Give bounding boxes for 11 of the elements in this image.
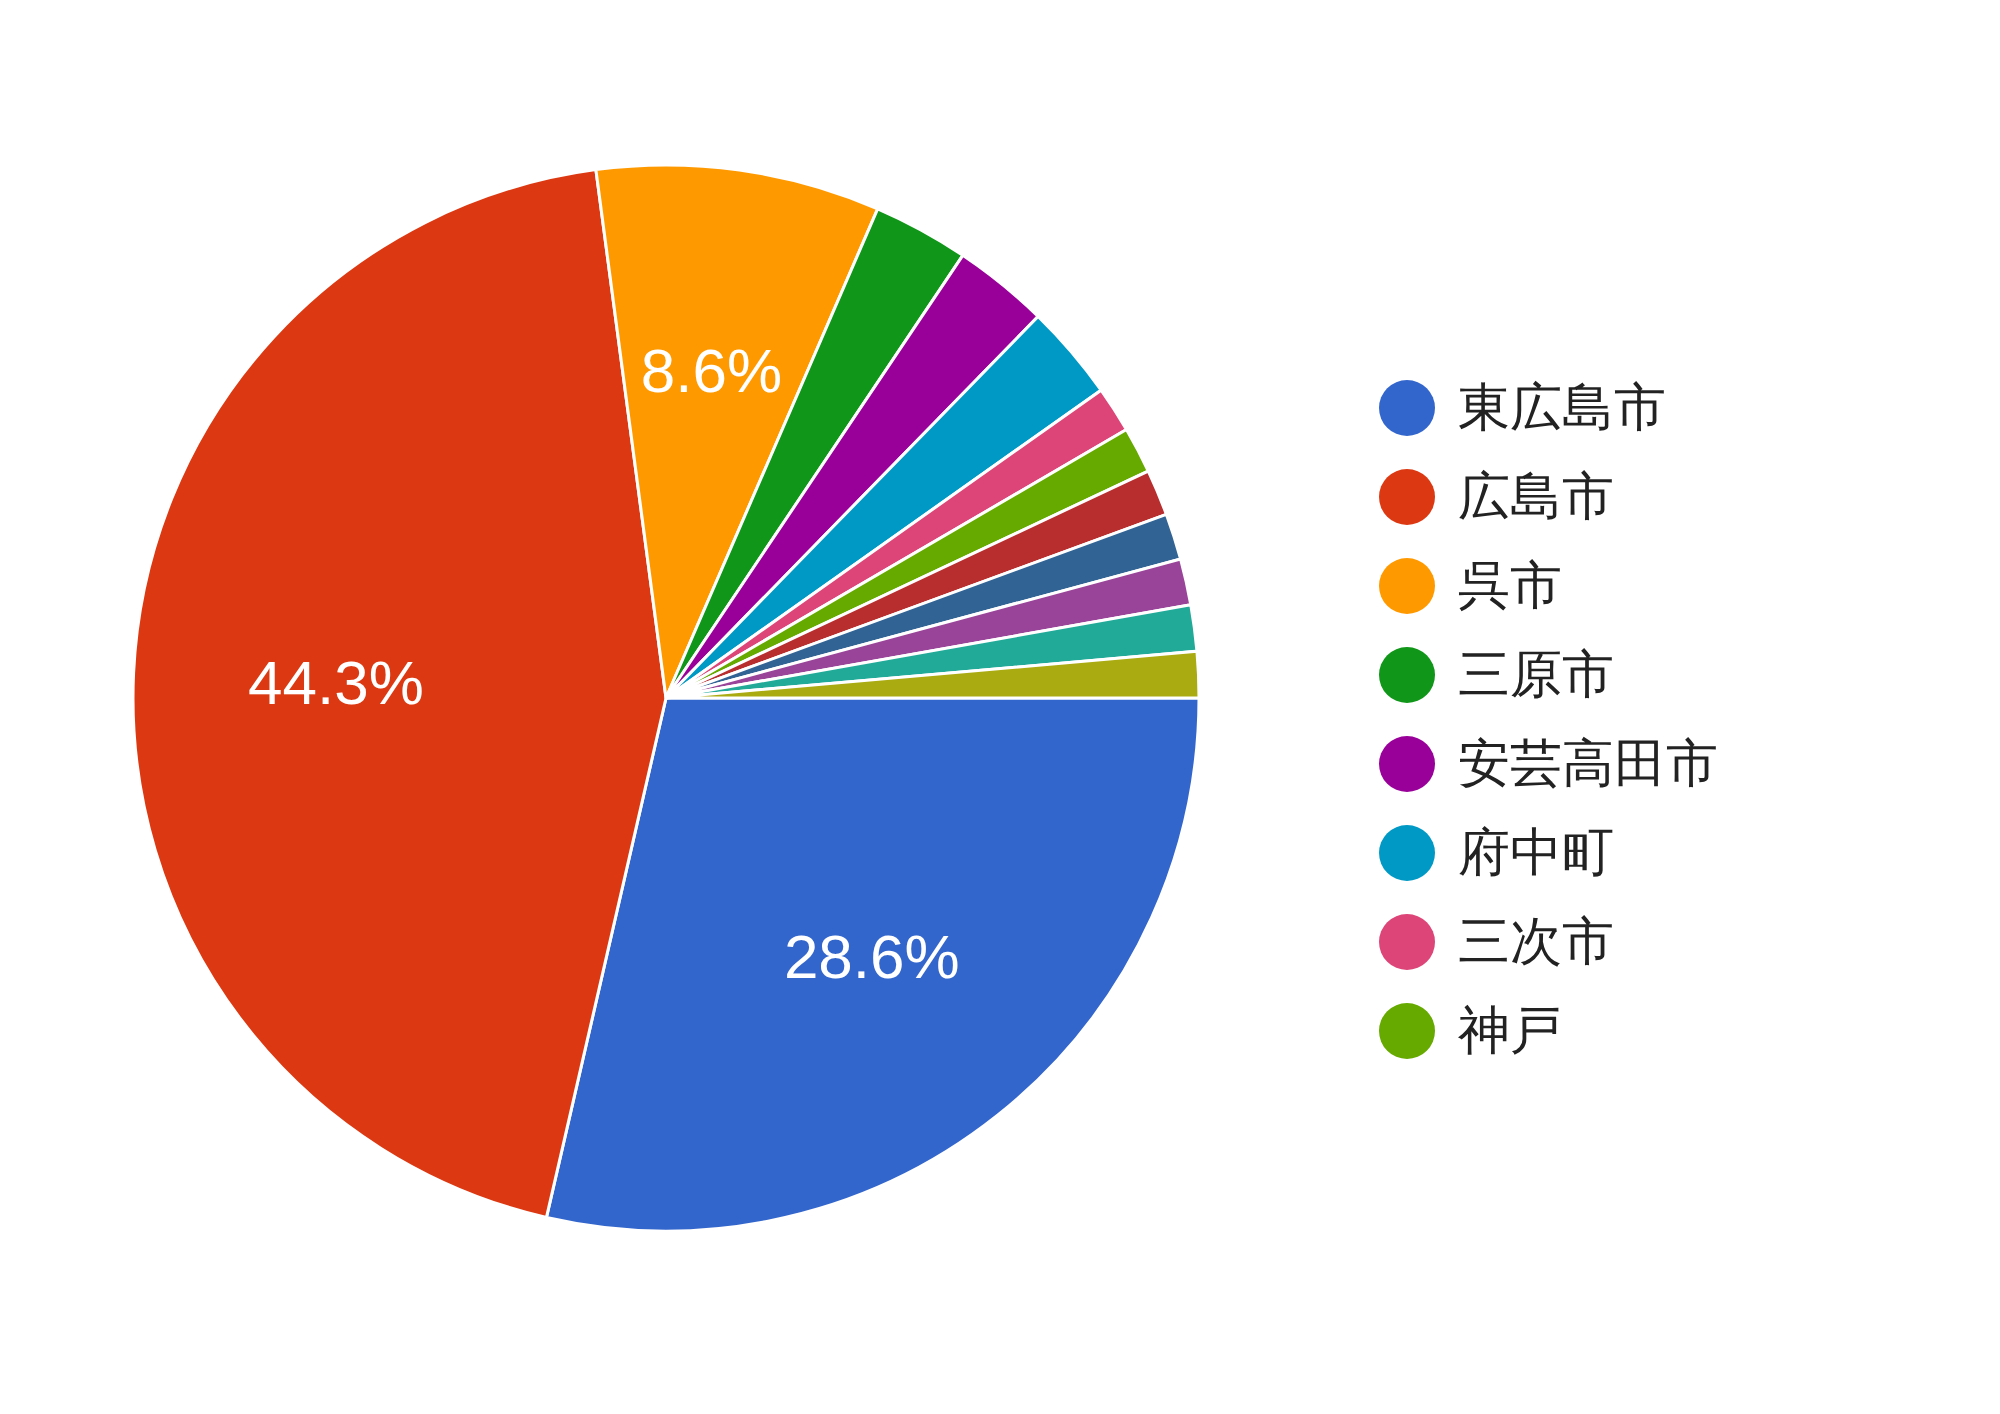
legend-label: 安芸高田市 [1458,732,1718,794]
data-label: 44.3% [248,647,424,717]
legend-label: 府中町 [1458,821,1614,883]
legend-label: 呉市 [1458,554,1562,616]
data-label: 8.6% [640,336,783,406]
data-label: 28.6% [783,922,960,992]
legend-label: 三原市 [1458,643,1614,705]
legend-label: 東広島市 [1458,376,1666,438]
legend-label: 神戸 [1458,999,1562,1061]
legend-label: 広島市 [1458,465,1614,527]
legend-label: 三次市 [1458,910,1614,972]
